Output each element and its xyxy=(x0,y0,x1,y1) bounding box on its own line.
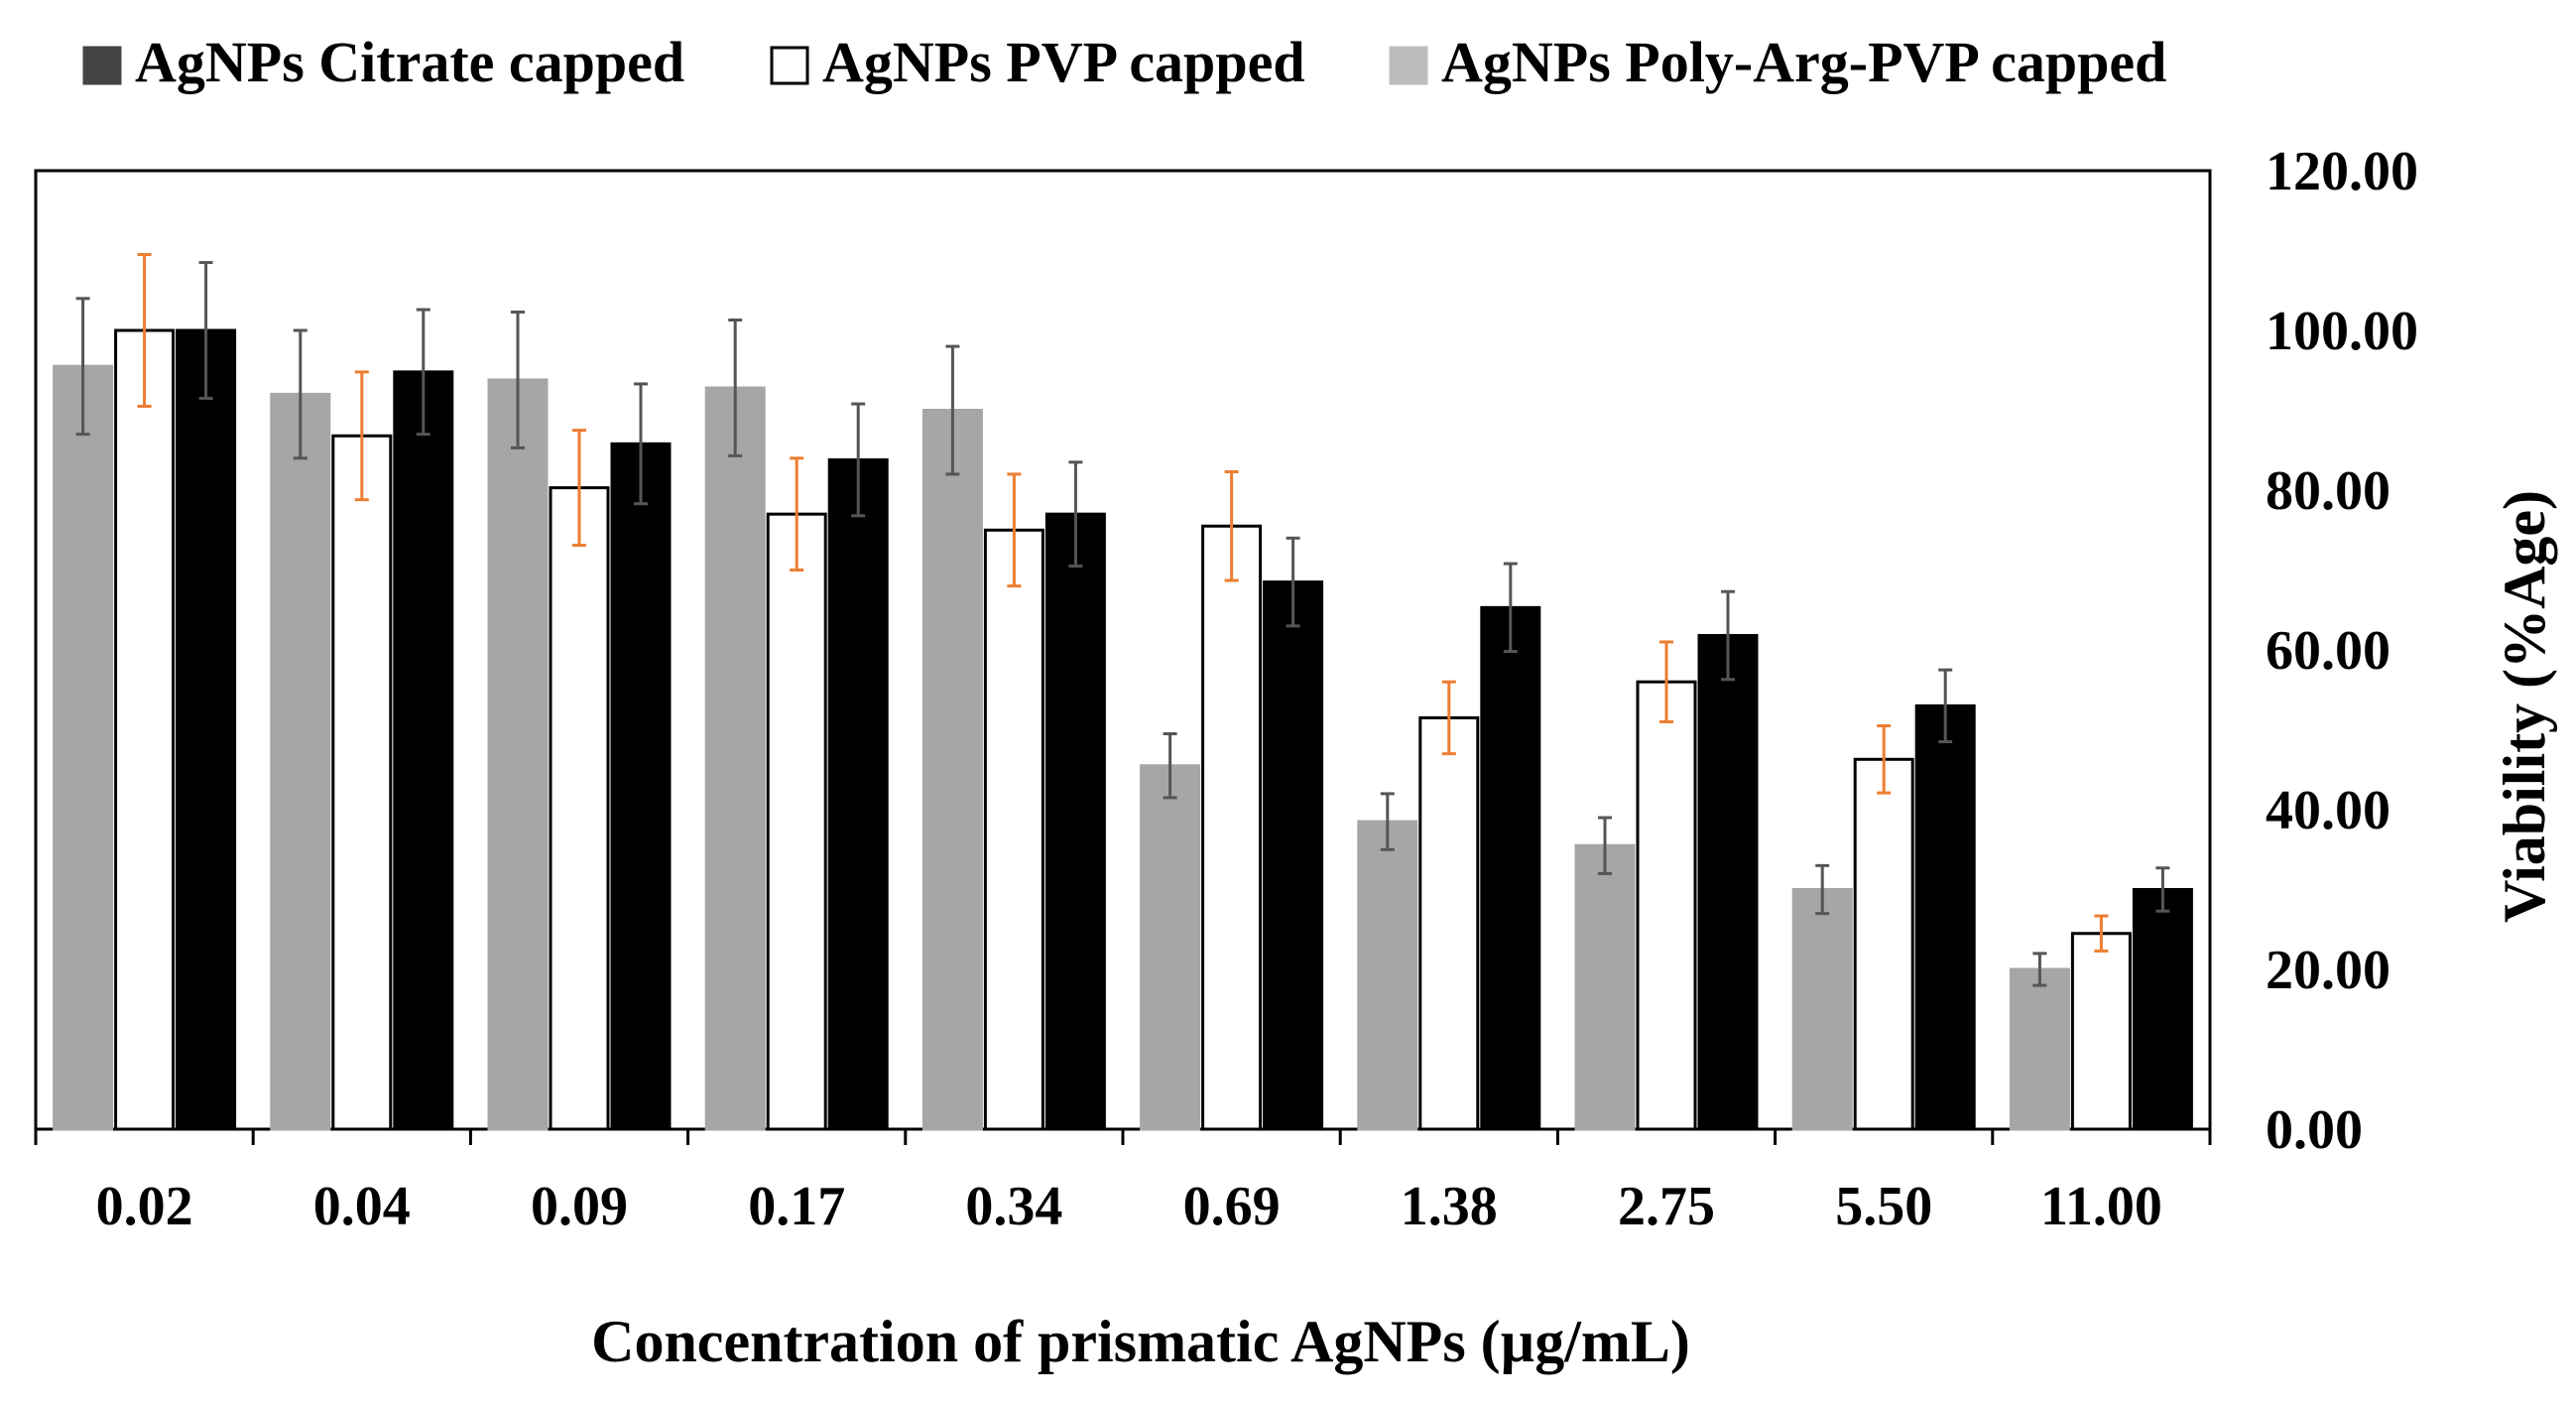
y-tick-label: 80.00 xyxy=(2266,460,2391,522)
x-tick-label: 1.38 xyxy=(1401,1176,1498,1237)
bar xyxy=(1418,715,1480,1131)
bar xyxy=(487,378,549,1131)
x-tick-label: 11.00 xyxy=(2040,1176,2162,1237)
y-tick-label: 20.00 xyxy=(2266,940,2391,1001)
x-axis-ticks xyxy=(34,1129,2212,1145)
bar xyxy=(704,386,766,1131)
bar xyxy=(1201,524,1263,1131)
bar xyxy=(1791,888,1853,1131)
y-axis-title: Viability (%Age) xyxy=(2492,490,2557,923)
x-tick-label: 0.17 xyxy=(748,1176,845,1237)
x-axis-title: Concentration of prismatic AgNPs (µg/mL) xyxy=(591,1309,1690,1374)
legend-swatch-citrate xyxy=(82,46,122,85)
bar xyxy=(1140,764,1201,1131)
bar xyxy=(1480,605,1541,1131)
bar xyxy=(1574,843,1636,1131)
legend-label-citrate: AgNPs Citrate capped xyxy=(135,30,684,94)
bar xyxy=(1853,757,1914,1131)
y-tick-label: 100.00 xyxy=(2266,301,2418,362)
legend-swatch-pvp xyxy=(770,46,809,85)
bar xyxy=(331,434,393,1131)
bar xyxy=(610,442,672,1131)
bar xyxy=(827,457,889,1131)
bar xyxy=(1697,634,1759,1131)
bar xyxy=(2009,967,2070,1131)
x-tick-label: 2.75 xyxy=(1618,1176,1715,1237)
x-tick-label: 0.09 xyxy=(531,1176,628,1237)
bar xyxy=(1914,703,1976,1131)
y-tick-label: 120.00 xyxy=(2266,141,2418,202)
error-bars xyxy=(75,253,2170,987)
x-tick-label: 5.50 xyxy=(1835,1176,1932,1237)
bar xyxy=(1263,580,1324,1131)
bar xyxy=(53,364,114,1131)
bars xyxy=(53,328,2193,1131)
bar xyxy=(393,370,454,1131)
x-tick-label: 0.04 xyxy=(313,1176,411,1237)
bar xyxy=(766,512,827,1131)
y-axis-tick-labels: 0.00 20.00 40.00 60.00 80.00 100.00 120.00 xyxy=(2266,141,2418,1161)
x-axis-tick-labels: 0.02 0.04 0.09 0.17 0.34 0.69 1.38 2.75 5.50 11.0… xyxy=(96,1176,2162,1237)
bar xyxy=(921,409,983,1131)
y-tick-label: 60.00 xyxy=(2266,620,2391,682)
x-tick-label: 0.69 xyxy=(1183,1176,1281,1237)
legend-label-pvp: AgNPs PVP capped xyxy=(822,30,1305,94)
legend-swatch-poly-arg-pvp xyxy=(1389,46,1428,85)
bar xyxy=(983,528,1044,1131)
bar xyxy=(270,392,331,1131)
x-tick-label: 0.02 xyxy=(96,1176,193,1237)
y-tick-label: 0.00 xyxy=(2266,1099,2363,1161)
legend: AgNPs Citrate capped AgNPs PVP capped Ag… xyxy=(82,30,2166,94)
bar xyxy=(2070,932,2132,1131)
bar xyxy=(549,486,610,1131)
y-tick-label: 40.00 xyxy=(2266,780,2391,841)
bar xyxy=(1044,512,1106,1131)
x-tick-label: 0.34 xyxy=(965,1176,1062,1237)
bar xyxy=(2132,888,2193,1131)
legend-label-poly-arg-pvp: AgNPs Poly-Arg-PVP capped xyxy=(1441,30,2166,94)
bar xyxy=(114,328,176,1131)
bar xyxy=(176,328,237,1131)
bar xyxy=(1636,680,1697,1131)
bar xyxy=(1357,820,1418,1131)
